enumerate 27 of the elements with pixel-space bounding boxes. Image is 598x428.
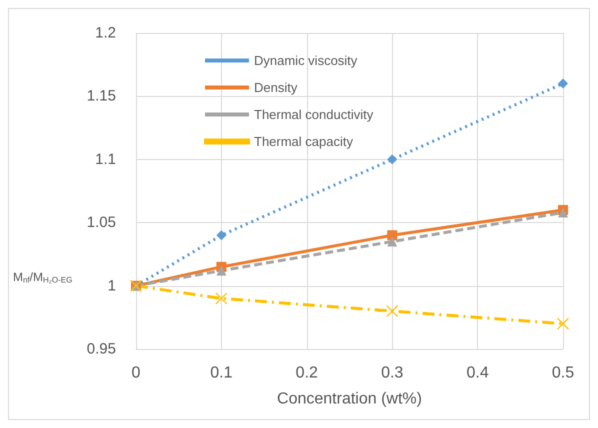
y-tick-label: 0.95 <box>86 340 116 358</box>
point <box>216 266 226 276</box>
legend-label: Thermal conductivity <box>254 107 374 122</box>
point <box>387 154 398 164</box>
point <box>386 304 398 318</box>
x-tick-label: 0.5 <box>552 364 574 382</box>
y-tick-label: 1 <box>108 277 116 294</box>
point <box>216 230 226 240</box>
point <box>387 236 398 247</box>
y-tick-label: 1.1 <box>95 150 116 168</box>
x-tick-label: 0.3 <box>381 364 404 382</box>
legend-label: Density <box>254 80 298 95</box>
x-tick-label: 0 <box>132 364 141 382</box>
point <box>558 78 568 89</box>
point <box>556 318 570 330</box>
y-tick-label: 1.05 <box>86 214 116 232</box>
y-tick-label: 1.15 <box>86 88 116 105</box>
x-tick-label: 0.4 <box>466 364 489 382</box>
point <box>215 292 228 305</box>
x-tick-label: 0.2 <box>296 364 318 382</box>
point <box>387 230 398 240</box>
x-axis-title: Concentration (wt%) <box>277 390 422 408</box>
y-tick-label: 1.2 <box>95 24 116 42</box>
legend-label: Dynamic viscosity <box>254 53 358 68</box>
point <box>558 207 568 218</box>
x-tick-label: 0.1 <box>210 364 233 382</box>
legend-label: Thermal capacity <box>254 134 354 149</box>
